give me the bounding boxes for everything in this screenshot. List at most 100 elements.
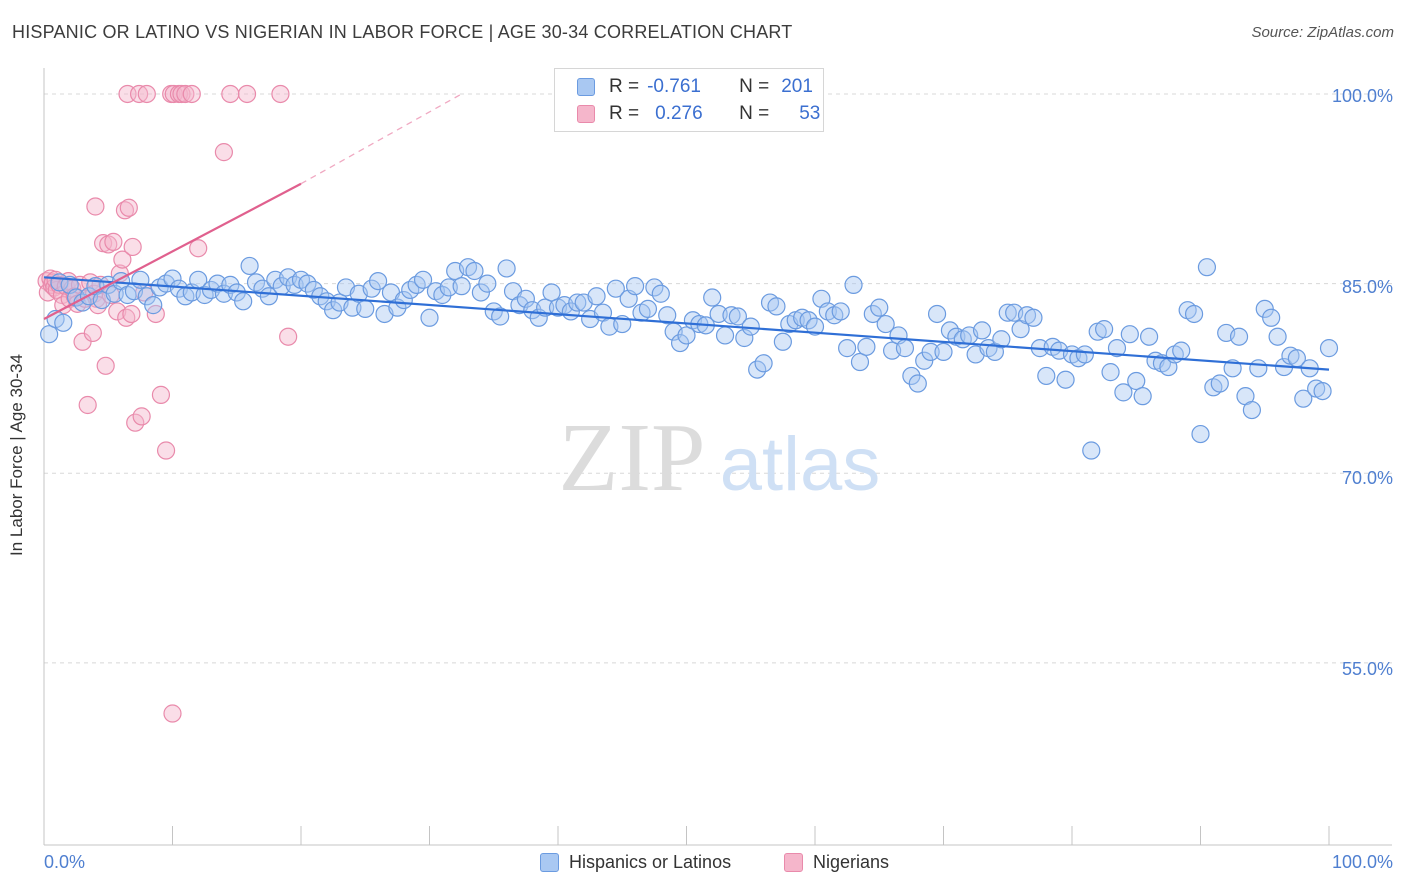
legend-n-value: 53 [799,103,821,124]
hispanics-point [1249,359,1268,378]
hispanics-point [465,261,484,281]
hispanics-point [1101,363,1120,382]
hispanics-point [259,287,278,306]
nigerians-point [119,198,138,217]
hispanics-point [998,303,1017,322]
nigerians-point [172,84,191,104]
x-tick-label-left: 0.0% [44,852,86,872]
hispanics-point [895,339,915,358]
bottom-legend-swatch-pink [784,853,803,872]
hispanics-point [1095,320,1114,339]
nigerians-point [129,84,149,104]
nigerians-point [86,197,105,216]
legend-swatch-blue [577,78,595,96]
hispanics-point [587,287,606,306]
trend-layer [43,93,1330,371]
hispanics-point [433,285,452,305]
source-label: Source: ZipAtlas.com [1251,24,1394,41]
hispanics-point [221,275,240,294]
hispanics-point [1262,308,1281,327]
hispanics-point [715,326,735,345]
hispanics-point [478,274,497,293]
nigerians-point [123,237,142,257]
legend-r-value: -0.761 [647,76,701,97]
nigerians-point [83,323,102,343]
y-tick-label-55: 55.0% [1341,659,1393,679]
y-tick-label-100: 100.0% [1331,86,1393,106]
nigerians-point [99,235,118,254]
nigerians-point [78,395,97,415]
hispanics-point [324,301,343,320]
hispanics-point [735,328,754,348]
hispanics-point [1294,389,1313,408]
hispanics-point [362,279,381,298]
nigerians-point [221,84,240,104]
hispanics-point [497,259,516,278]
watermark: ZIP atlas [559,404,881,512]
hispanics-point [1120,325,1139,344]
hispanics-point [413,270,433,289]
hispanics-point [754,354,773,373]
hispanics-point [568,293,587,312]
x-tick-label-right: 100.0% [1331,852,1393,872]
hispanics-point [439,278,458,297]
hispanics-point [927,304,947,324]
y-tick-label-85: 85.0% [1341,277,1393,297]
bottom-legend-label-hispanics: Hispanics or Latinos [569,852,732,872]
hispanics-point [144,296,163,315]
hispanics-point [1191,424,1210,444]
hispanics-point [369,271,388,291]
hispanics-point [131,270,150,289]
nigerians-point [132,407,151,426]
watermark-zip: ZIP [559,404,706,512]
hispanics-point [542,283,561,302]
bottom-legend-swatch-blue [540,853,559,872]
legend-r-value: 0.276 [655,103,703,124]
nigerians-point [182,84,201,104]
hispanics-point [1197,258,1217,277]
hispanics-point [972,321,992,340]
hispanics-point [870,298,889,317]
bottom-legend-nigerians: Nigerians [784,852,889,873]
nigerians-trendline [43,182,302,320]
hispanics-point [876,314,895,334]
hispanics-point [773,332,792,351]
hispanics-point [638,299,658,319]
hispanics-point [1172,341,1191,360]
hispanics-point [921,342,940,361]
hispanics-point [625,277,645,296]
hispanics-point [1107,339,1127,358]
hispanics-point [1210,374,1229,393]
watermark-atlas: atlas [720,422,881,507]
hispanics-point [1139,327,1159,346]
nigerians-point [163,704,182,723]
nigerians-point [176,84,195,104]
hispanics-point [844,275,863,294]
hispanics-point [992,330,1011,349]
legend-n-label: N = [739,76,770,97]
y-axis-label: In Labor Force | Age 30-34 [7,354,26,556]
nigerians-point [279,327,298,346]
hispanics-point [1075,345,1094,364]
nigerians-point [237,84,257,104]
bottom-legend-label-nigerians: Nigerians [813,852,890,872]
legend-n-value: 201 [781,76,813,97]
hispanics-point [1114,383,1133,402]
hispanics-point [728,307,748,326]
nigerians-point [122,304,141,324]
correlation-legend: R = -0.761 N = 201 R = 0.276 N = 53 [554,68,824,132]
hispanics-point [54,313,73,332]
nigerians-point [108,302,127,321]
legend-swatch-pink [577,105,595,123]
hispanics-point [902,366,921,386]
grid-layer [44,93,1392,664]
hispanics-point [703,288,722,307]
legend-row-hispanics: R = -0.761 N = 201 [577,75,813,99]
nigerians-points [37,84,298,723]
hispanics-point [908,374,927,393]
nigerians-point [96,356,115,375]
axis-layer [43,68,1392,846]
legend-r-label: R = [609,103,640,124]
hispanics-point [40,325,59,344]
